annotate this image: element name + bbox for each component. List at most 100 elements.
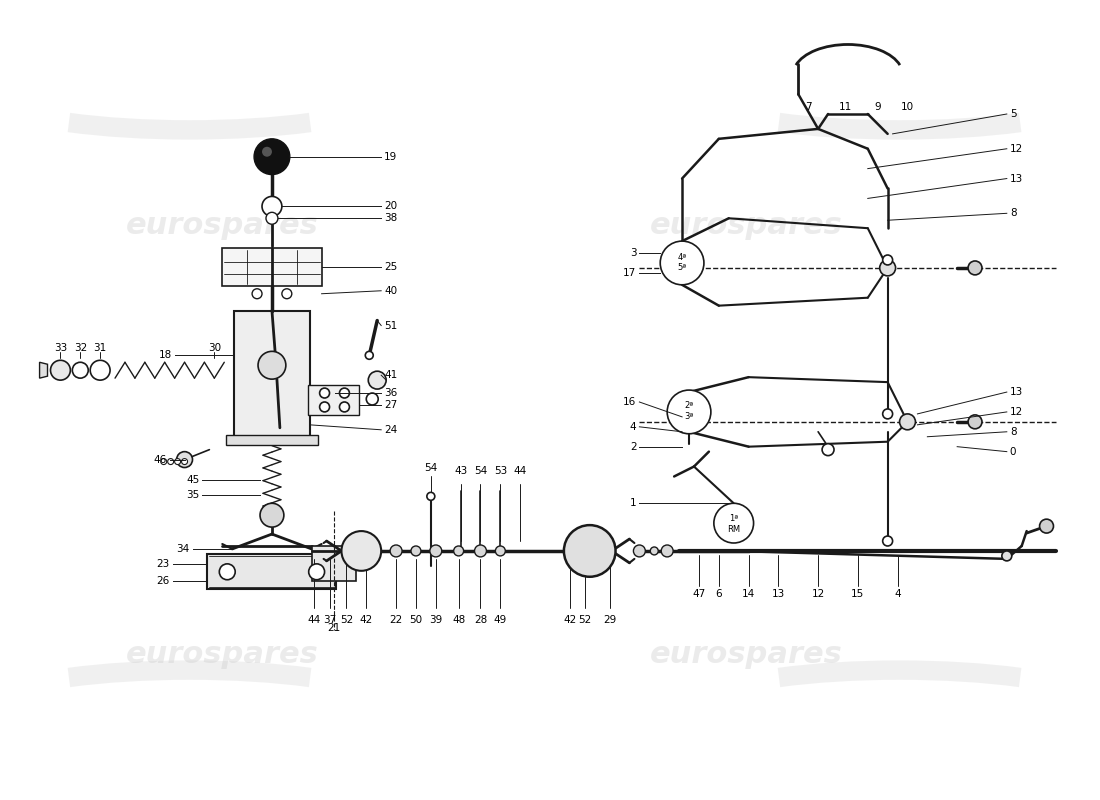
Circle shape <box>714 503 754 543</box>
Text: 17: 17 <box>623 268 637 278</box>
Bar <box>227 434 318 445</box>
Bar <box>311 546 356 581</box>
Circle shape <box>219 564 235 580</box>
Circle shape <box>882 409 892 419</box>
Text: 4: 4 <box>894 589 901 598</box>
Circle shape <box>661 545 673 557</box>
Text: RM: RM <box>727 525 740 534</box>
Circle shape <box>880 260 895 276</box>
Text: 31: 31 <box>94 343 107 354</box>
Text: 30: 30 <box>208 343 221 354</box>
Text: 13: 13 <box>1010 387 1023 397</box>
Circle shape <box>882 255 892 265</box>
Text: 44: 44 <box>307 615 320 626</box>
Circle shape <box>474 545 486 557</box>
Text: 34: 34 <box>176 544 189 554</box>
Bar <box>234 310 310 440</box>
Circle shape <box>282 289 292 298</box>
Circle shape <box>175 458 180 465</box>
Text: eurospares: eurospares <box>650 640 843 669</box>
Circle shape <box>411 546 421 556</box>
Text: 10: 10 <box>901 102 914 112</box>
Text: 13: 13 <box>1010 174 1023 183</box>
Text: 33: 33 <box>54 343 67 354</box>
Circle shape <box>427 492 434 500</box>
Text: 46: 46 <box>153 454 167 465</box>
Circle shape <box>258 351 286 379</box>
Circle shape <box>320 402 330 412</box>
Text: 41: 41 <box>384 370 397 380</box>
Text: eurospares: eurospares <box>125 640 319 669</box>
Text: 3: 3 <box>630 248 637 258</box>
Circle shape <box>320 388 330 398</box>
Text: 13: 13 <box>772 589 785 598</box>
Text: 39: 39 <box>429 615 442 626</box>
Text: 49: 49 <box>494 615 507 626</box>
Text: 43: 43 <box>454 466 467 477</box>
Text: 27: 27 <box>384 400 397 410</box>
Text: 5: 5 <box>1010 109 1016 119</box>
Text: 25: 25 <box>384 262 397 272</box>
Text: eurospares: eurospares <box>650 210 843 240</box>
Text: 18: 18 <box>158 350 172 360</box>
Text: 40: 40 <box>384 286 397 296</box>
Text: 36: 36 <box>384 388 397 398</box>
Circle shape <box>650 547 658 555</box>
Circle shape <box>968 415 982 429</box>
Text: 0: 0 <box>1010 446 1016 457</box>
Text: 48: 48 <box>452 615 465 626</box>
Circle shape <box>73 362 88 378</box>
Circle shape <box>51 360 70 380</box>
Text: 8: 8 <box>1010 208 1016 218</box>
Text: 21: 21 <box>327 623 340 634</box>
Text: 8: 8 <box>1010 426 1016 437</box>
Text: 19: 19 <box>384 152 397 162</box>
Circle shape <box>262 197 282 216</box>
Circle shape <box>368 371 386 389</box>
Circle shape <box>182 458 187 465</box>
Circle shape <box>564 525 616 577</box>
Circle shape <box>260 503 284 527</box>
Text: 16: 16 <box>623 397 637 407</box>
Text: 42: 42 <box>360 615 373 626</box>
Text: 22: 22 <box>389 615 403 626</box>
Text: 12: 12 <box>812 589 825 598</box>
Text: eurospares: eurospares <box>125 210 319 240</box>
Text: 4ª: 4ª <box>678 253 686 262</box>
Circle shape <box>634 545 646 557</box>
Circle shape <box>668 390 711 434</box>
Text: 23: 23 <box>156 559 169 569</box>
Circle shape <box>968 261 982 275</box>
Circle shape <box>660 241 704 285</box>
Circle shape <box>1040 519 1054 533</box>
Text: 26: 26 <box>156 576 169 586</box>
Text: 52: 52 <box>340 615 353 626</box>
Text: 29: 29 <box>603 615 616 626</box>
Circle shape <box>366 393 378 405</box>
Text: 42: 42 <box>563 615 576 626</box>
Circle shape <box>341 531 382 571</box>
Circle shape <box>900 414 915 430</box>
Circle shape <box>309 564 324 580</box>
Text: 54: 54 <box>474 466 487 477</box>
Polygon shape <box>40 362 47 378</box>
Text: 32: 32 <box>74 343 87 354</box>
Text: 20: 20 <box>384 202 397 211</box>
Circle shape <box>90 360 110 380</box>
Text: 12: 12 <box>1010 407 1023 417</box>
Circle shape <box>1002 551 1012 561</box>
Text: 7: 7 <box>805 102 812 112</box>
Circle shape <box>390 545 402 557</box>
Text: 44: 44 <box>514 466 527 477</box>
Text: 51: 51 <box>384 321 397 330</box>
Circle shape <box>882 536 892 546</box>
Circle shape <box>340 402 350 412</box>
Text: 50: 50 <box>409 615 422 626</box>
Text: 1: 1 <box>630 498 637 508</box>
Text: 2: 2 <box>630 442 637 452</box>
Circle shape <box>167 458 174 465</box>
Text: 12: 12 <box>1010 144 1023 154</box>
Text: 15: 15 <box>851 589 865 598</box>
Circle shape <box>453 546 463 556</box>
Text: 47: 47 <box>692 589 705 598</box>
